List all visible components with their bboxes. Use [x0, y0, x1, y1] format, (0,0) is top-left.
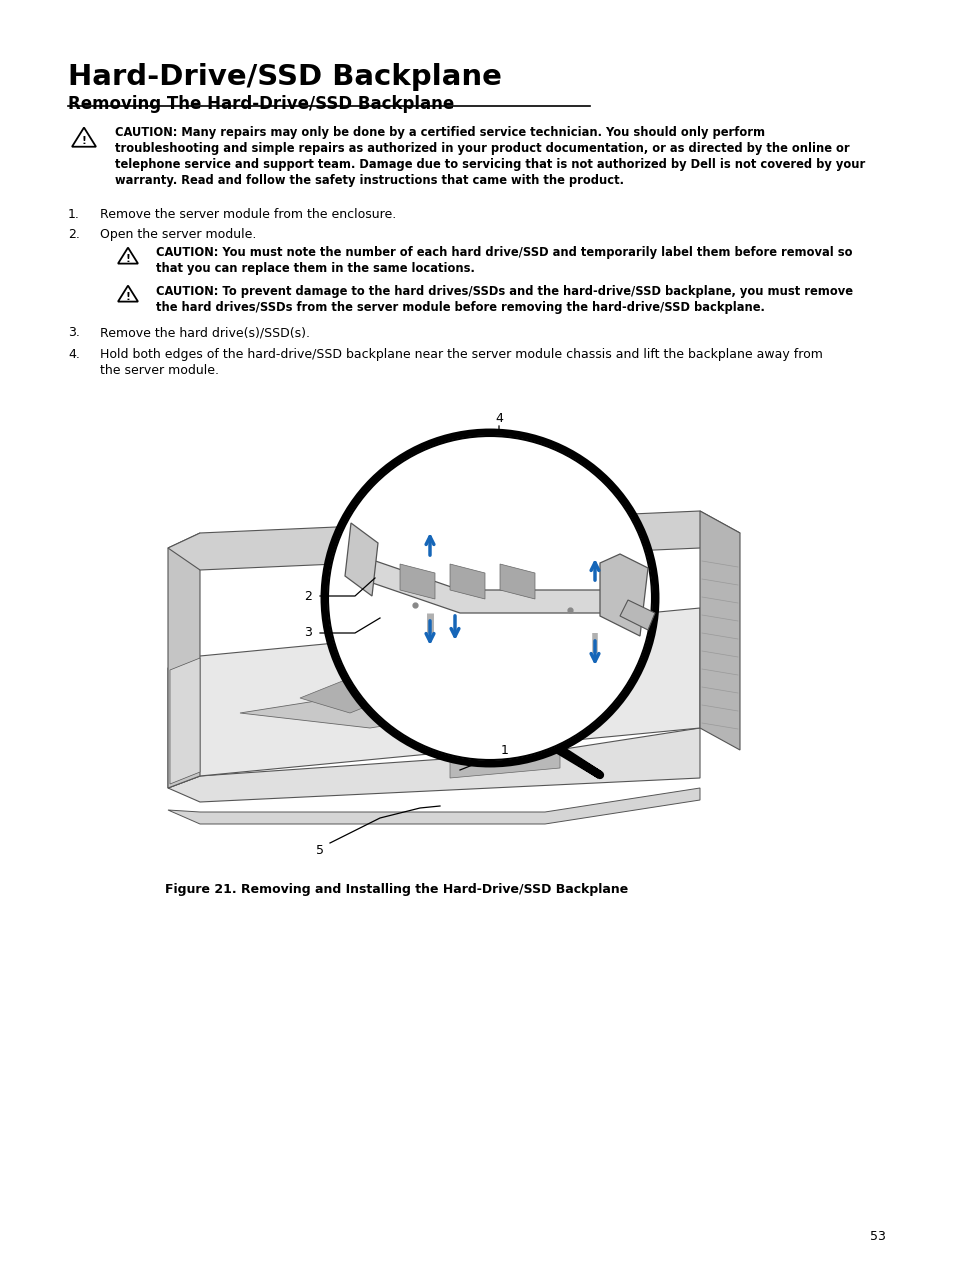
Text: CAUTION: Many repairs may only be done by a certified service technician. You sh: CAUTION: Many repairs may only be done b… [115, 126, 764, 139]
Text: warranty. Read and follow the safety instructions that came with the product.: warranty. Read and follow the safety ins… [115, 174, 623, 186]
Polygon shape [539, 683, 575, 713]
Text: the server module.: the server module. [100, 364, 219, 377]
Polygon shape [168, 728, 700, 801]
Text: troubleshooting and simple repairs as authorized in your product documentation, : troubleshooting and simple repairs as au… [115, 142, 849, 155]
Text: 3: 3 [304, 626, 312, 639]
Polygon shape [240, 683, 559, 728]
Text: 3.: 3. [68, 326, 80, 339]
Polygon shape [619, 600, 655, 630]
Polygon shape [168, 533, 200, 787]
Polygon shape [450, 749, 559, 779]
Text: Hard-Drive/SSD Backplane: Hard-Drive/SSD Backplane [68, 63, 501, 91]
Text: Open the server module.: Open the server module. [100, 228, 256, 241]
Polygon shape [170, 658, 200, 784]
Text: Hold both edges of the hard-drive/SSD backplane near the server module chassis a: Hold both edges of the hard-drive/SSD ba… [100, 347, 822, 361]
Text: CAUTION: You must note the number of each hard drive/SSD and temporarily label t: CAUTION: You must note the number of eac… [156, 246, 852, 259]
Polygon shape [700, 511, 740, 749]
Text: Remove the hard drive(s)/SSD(s).: Remove the hard drive(s)/SSD(s). [100, 326, 310, 339]
Text: 5: 5 [315, 843, 324, 856]
Text: Remove the server module from the enclosure.: Remove the server module from the enclos… [100, 208, 395, 221]
Polygon shape [345, 522, 377, 596]
Text: Figure 21. Removing and Installing the Hard-Drive/SSD Backplane: Figure 21. Removing and Installing the H… [165, 883, 628, 896]
Text: 2.: 2. [68, 228, 80, 241]
Text: !: ! [81, 136, 87, 146]
Text: 53: 53 [869, 1230, 885, 1243]
Polygon shape [450, 564, 484, 598]
Polygon shape [499, 564, 535, 598]
Polygon shape [168, 511, 740, 571]
Text: 4.: 4. [68, 347, 80, 361]
Polygon shape [168, 607, 700, 787]
Polygon shape [357, 555, 624, 612]
Text: !: ! [126, 254, 131, 264]
Polygon shape [399, 564, 435, 598]
Circle shape [328, 436, 651, 760]
Polygon shape [490, 689, 524, 718]
Circle shape [324, 432, 656, 765]
Text: 4: 4 [495, 412, 502, 425]
Polygon shape [599, 554, 647, 637]
Polygon shape [299, 678, 399, 713]
Text: !: ! [126, 292, 131, 302]
Text: telephone service and support team. Damage due to servicing that is not authoriz: telephone service and support team. Dama… [115, 158, 864, 171]
Polygon shape [168, 787, 700, 824]
Text: 1: 1 [500, 743, 508, 757]
Text: CAUTION: To prevent damage to the hard drives/SSDs and the hard-drive/SSD backpl: CAUTION: To prevent damage to the hard d… [156, 285, 852, 298]
Text: 2: 2 [304, 590, 312, 602]
Text: the hard drives/SSDs from the server module before removing the hard-drive/SSD b: the hard drives/SSDs from the server mod… [156, 301, 764, 314]
Text: that you can replace them in the same locations.: that you can replace them in the same lo… [156, 262, 475, 275]
Polygon shape [359, 607, 490, 648]
Polygon shape [439, 694, 475, 723]
Text: 1.: 1. [68, 208, 80, 221]
Text: Removing The Hard-Drive/SSD Backplane: Removing The Hard-Drive/SSD Backplane [68, 95, 454, 113]
